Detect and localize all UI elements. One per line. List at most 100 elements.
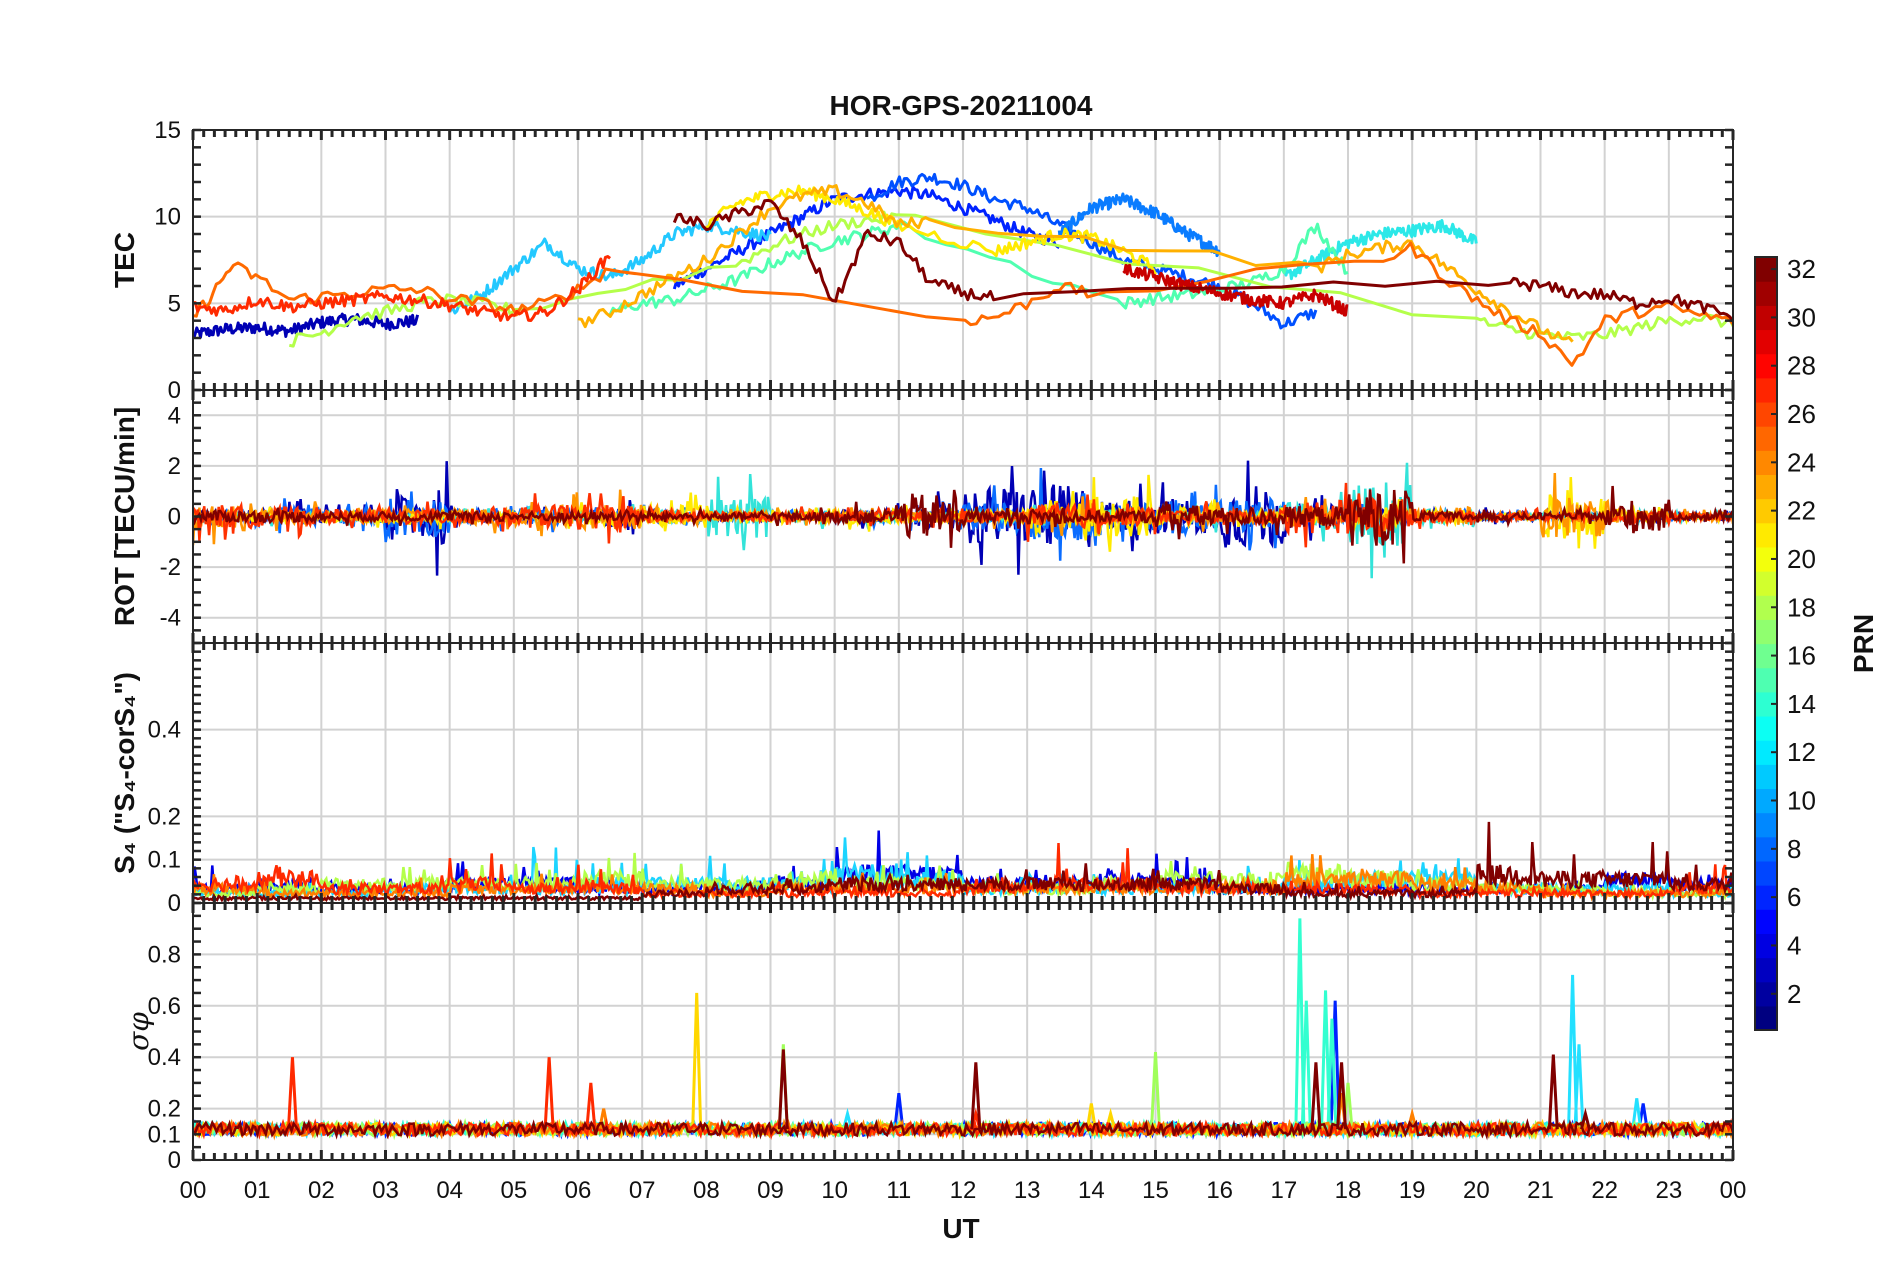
colorbar-segment (1755, 522, 1777, 548)
x-tick-label: 23 (1655, 1177, 1682, 1204)
colorbar-segment (1755, 498, 1777, 524)
x-tick-label: 15 (1142, 1177, 1169, 1204)
colorbar-segment (1755, 450, 1777, 476)
colorbar-segment (1755, 885, 1777, 910)
tec-line-prn-5 (672, 185, 1061, 290)
y-tick-label: 0.1 (148, 1121, 181, 1148)
colorbar-tick-label: 6 (1787, 882, 1801, 912)
y-tick-label: -2 (160, 554, 181, 581)
y-axis-title-sigma: σφ (122, 1012, 155, 1051)
rot-line-prn-32 (193, 485, 1733, 564)
colorbar-segment (1755, 546, 1777, 572)
colorbar-tick-label: 8 (1787, 834, 1801, 864)
colorbar-segment (1755, 281, 1777, 306)
sigma-spike-prn-12 (1567, 974, 1579, 1130)
colorbar-tick-label: 12 (1787, 737, 1816, 767)
sigma-spike-prn-20 (1085, 1103, 1097, 1130)
colorbar-segment (1755, 909, 1777, 934)
x-tick-label: 03 (372, 1177, 399, 1204)
y-tick-label: 0.1 (148, 847, 181, 874)
sigma-spike-prn-14 (1326, 1018, 1338, 1130)
colorbar-segment (1755, 860, 1777, 886)
x-axis-title: UT (942, 1213, 979, 1244)
x-tick-label: 13 (1014, 1177, 1041, 1204)
colorbar-tick-label: 16 (1787, 641, 1816, 671)
sigma-line-prn-32 (193, 1118, 1733, 1141)
colorbar-segment (1755, 836, 1777, 862)
colorbar-tick-label: 24 (1787, 447, 1816, 477)
x-tick-label: 00 (180, 1177, 207, 1204)
sigma-spike-prn-32 (1547, 1054, 1559, 1130)
colorbar-segment (1755, 764, 1777, 790)
x-tick-label: 16 (1206, 1177, 1233, 1204)
y-tick-label: 0.4 (148, 1044, 181, 1071)
colorbar-tick-label: 18 (1787, 592, 1816, 622)
colorbar-tick-label: 30 (1787, 302, 1816, 332)
y-tick-label: 0 (168, 377, 181, 404)
colorbar-segment (1755, 981, 1777, 1007)
colorbar-segment (1755, 812, 1777, 838)
tec-line-prn-25 (193, 241, 1733, 367)
sigma-spike-prn-12 (1631, 1098, 1643, 1130)
x-tick-label: 21 (1527, 1177, 1554, 1204)
y-tick-label: -4 (160, 605, 181, 632)
colorbar-segment (1755, 788, 1777, 814)
y-axis-title-rot: ROT [TECU/min] (109, 407, 140, 626)
sigma-spike-prn-32 (970, 1062, 982, 1130)
colorbar-tick-label: 10 (1787, 786, 1816, 816)
x-tick-label: 04 (436, 1177, 463, 1204)
tec-line-prn-32 (672, 198, 1733, 323)
x-tick-label: 12 (950, 1177, 977, 1204)
y-tick-label: 5 (168, 290, 181, 317)
sigma-spike-prn-17 (1150, 1051, 1161, 1130)
x-tick-label: 02 (308, 1177, 335, 1204)
colorbar-segment (1755, 377, 1777, 403)
y-tick-label: 0.4 (148, 717, 181, 744)
y-axis-title-tec: TEC (109, 232, 140, 288)
colorbar-tick-label: 2 (1787, 979, 1801, 1009)
sigma-spike-prn-20 (691, 992, 703, 1130)
sigma-spike-prn-27 (286, 1057, 298, 1130)
sigma-spike-prn-27 (543, 1057, 555, 1130)
colorbar-tick-label: 4 (1787, 930, 1801, 960)
colorbar-segment (1755, 353, 1777, 379)
sigma-spike-prn-14 (1300, 1000, 1312, 1130)
sigma-spike-prn-5 (893, 1093, 905, 1130)
colorbar-segment (1755, 667, 1777, 693)
colorbar-tick-label: 22 (1787, 496, 1816, 526)
y-tick-label: 0 (168, 1147, 181, 1174)
x-tick-label: 05 (500, 1177, 527, 1204)
panel-rot: -4 -2 0 2 4 ROT [TECU/min] (109, 388, 1735, 645)
colorbar-segment (1755, 305, 1777, 331)
panel-sigma: 00.10.2 0.4 0.6 0.8 σφ (122, 901, 1735, 1174)
y-tick-label: 0 (168, 890, 181, 917)
y-tick-label: 4 (168, 402, 181, 429)
colorbar-segment (1755, 426, 1777, 451)
sigma-spike-prn-27 (585, 1082, 597, 1130)
x-tick-label: 17 (1270, 1177, 1297, 1204)
colorbar-tick-label: 32 (1787, 254, 1816, 284)
colorbar-segment (1755, 715, 1777, 741)
colorbar-tick-label: 26 (1787, 399, 1816, 429)
x-tick-label: 09 (757, 1177, 784, 1204)
colorbar-segment (1755, 619, 1777, 645)
x-tick-label: 14 (1078, 1177, 1105, 1204)
x-tick-label: 11 (886, 1177, 911, 1204)
sigma-spike-prn-32 (1336, 1062, 1348, 1130)
colorbar-tick-label: 14 (1787, 689, 1816, 719)
sigma-spike-prn-14 (1294, 918, 1306, 1130)
colorbar-segment (1755, 643, 1777, 669)
x-tick-label: 20 (1463, 1177, 1490, 1204)
colorbar-segment (1755, 1005, 1777, 1031)
series-tec (193, 172, 1733, 367)
colorbar-segment (1755, 571, 1777, 596)
x-tick-label: 07 (629, 1177, 656, 1204)
series-sigma (193, 918, 1733, 1141)
sigma-spike-prn-32 (1579, 1107, 1591, 1130)
y-tick-label: 2 (168, 453, 181, 480)
series-rot (193, 460, 1733, 579)
y-tick-label: 0.6 (148, 993, 181, 1020)
